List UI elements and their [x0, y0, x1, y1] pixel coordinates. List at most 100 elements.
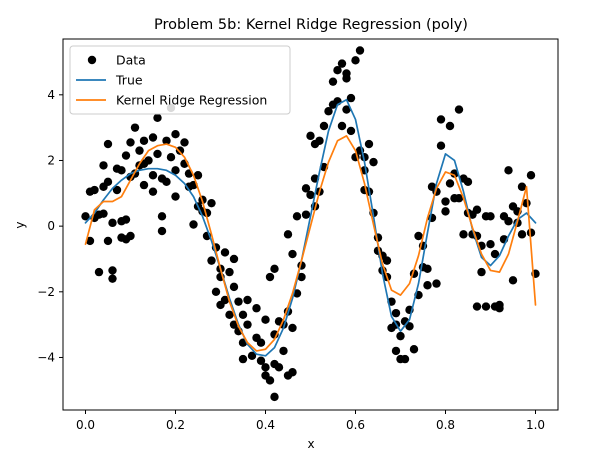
data-point: [238, 354, 248, 364]
data-point: [301, 210, 311, 219]
data-point: [211, 287, 221, 297]
y-tick-label: 2: [47, 153, 55, 167]
data-point: [495, 300, 504, 310]
data-point: [229, 320, 239, 329]
data-point: [454, 105, 464, 114]
data-point: [481, 302, 491, 311]
data-point: [166, 152, 176, 162]
data-point: [148, 187, 158, 196]
data-point: [153, 149, 162, 159]
data-point: [229, 254, 239, 264]
data-point: [234, 297, 243, 306]
data-point: [207, 198, 216, 208]
data-point: [517, 230, 527, 239]
data-point: [436, 141, 446, 150]
data-point: [351, 56, 360, 65]
data-point: [108, 218, 117, 228]
plot-area: [81, 46, 540, 402]
x-axis-label: x: [307, 437, 314, 451]
data-point: [459, 230, 468, 239]
data-point: [526, 228, 536, 237]
data-point: [148, 133, 158, 142]
legend-frame: [69, 45, 291, 115]
data-point: [270, 392, 279, 402]
data-point: [486, 240, 495, 249]
data-point: [490, 249, 500, 259]
data-point: [103, 177, 113, 187]
x-tick-label: 0.6: [346, 418, 365, 432]
y-axis: −4 −2 0 2 4: [37, 88, 63, 364]
data-point: [445, 121, 455, 131]
y-axis-label: y: [13, 221, 27, 228]
data-point: [126, 231, 135, 241]
data-point: [225, 310, 234, 319]
data-point: [99, 161, 108, 170]
data-point: [189, 220, 198, 229]
data-point: [229, 282, 239, 292]
x-tick-label: 0.8: [436, 418, 455, 432]
data-point: [171, 192, 180, 201]
data-point: [472, 302, 482, 311]
data-point: [180, 138, 189, 147]
data-point: [288, 368, 297, 377]
plot-frame: [62, 38, 559, 411]
data-point: [301, 184, 311, 193]
data-point: [94, 267, 104, 277]
x-tick-label: 0.4: [256, 418, 275, 432]
y-tick-label: −4: [37, 350, 55, 364]
data-point: [90, 185, 99, 195]
data-point: [81, 212, 90, 221]
legend: Data True Kernel Ridge Regression: [69, 45, 291, 115]
data-point: [288, 323, 297, 333]
data-point: [504, 166, 513, 175]
data-point: [423, 264, 432, 274]
data-point: [256, 338, 266, 347]
y-tick-label: 0: [47, 219, 55, 233]
data-point: [337, 59, 347, 68]
y-tick-label: 4: [47, 88, 55, 102]
x-tick-label: 1.0: [526, 418, 545, 432]
data-point: [324, 107, 333, 116]
data-point: [333, 65, 342, 75]
legend-label: True: [115, 73, 143, 88]
data-point: [103, 139, 113, 149]
data-point: [292, 212, 302, 221]
data-point: [162, 136, 171, 145]
data-point: [342, 105, 351, 114]
data-point: [247, 351, 257, 361]
data-point: [405, 322, 414, 331]
data-point: [243, 320, 252, 329]
data-point: [220, 248, 230, 257]
legend-label: Kernel Ridge Regression: [116, 93, 267, 108]
data-point: [270, 264, 279, 274]
data-point: [157, 226, 167, 236]
data-point: [193, 171, 203, 180]
data-point: [423, 281, 432, 290]
series-true-line: [84, 98, 537, 357]
data-point: [409, 345, 419, 354]
data-point: [472, 205, 482, 214]
data-point: [175, 146, 185, 155]
data-point: [139, 136, 149, 145]
data-point: [279, 346, 288, 356]
data-point: [265, 272, 275, 282]
data-point: [256, 356, 266, 365]
x-axis: 0.0 0.2 0.4 0.6 0.8 1.0: [76, 410, 545, 432]
data-point: [220, 295, 230, 305]
data-point: [274, 363, 284, 372]
data-point: [135, 146, 144, 155]
data-point: [112, 185, 122, 195]
y-tick-label: −2: [37, 285, 55, 299]
data-point: [342, 69, 351, 78]
data-point: [391, 346, 401, 356]
x-tick-label: 0.0: [76, 418, 95, 432]
data-point: [144, 156, 153, 165]
x-tick-label: 0.2: [166, 418, 185, 432]
data-point: [108, 274, 117, 283]
data-point: [400, 354, 410, 364]
data-point: [121, 151, 131, 160]
data-point: [306, 190, 315, 200]
data-point: [436, 115, 446, 124]
data-point: [391, 308, 401, 318]
